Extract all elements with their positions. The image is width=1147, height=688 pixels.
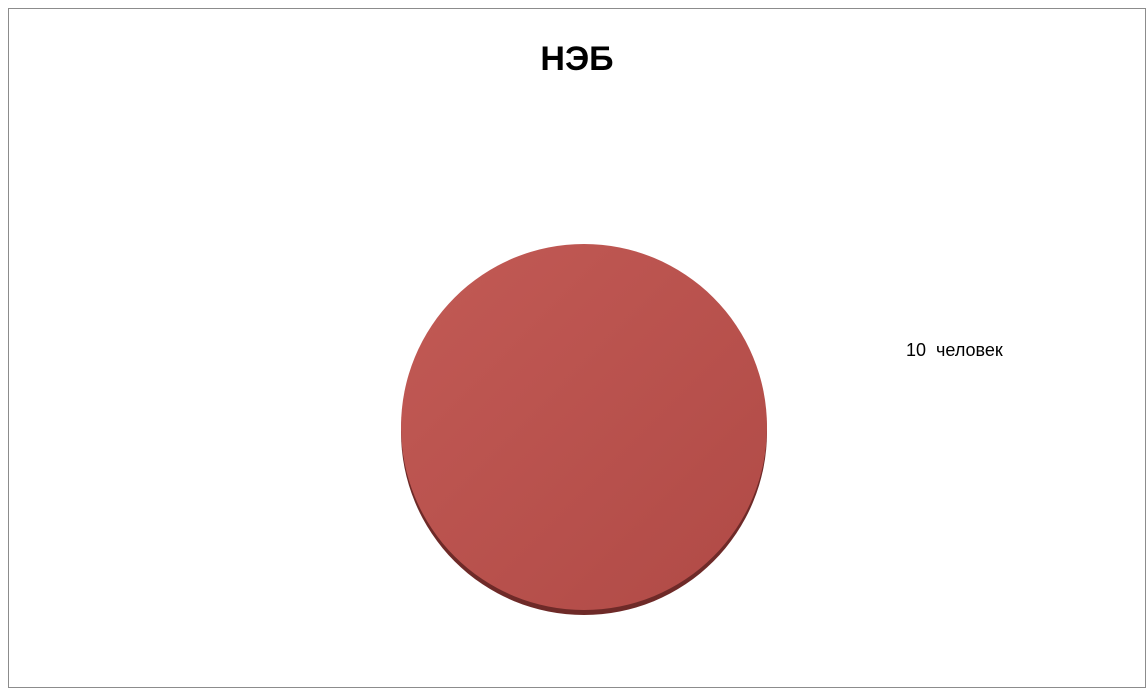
slice-label: 10 человек (906, 340, 1003, 360)
pie-slice-1 (401, 244, 767, 610)
chart-title: НЭБ (540, 40, 614, 78)
